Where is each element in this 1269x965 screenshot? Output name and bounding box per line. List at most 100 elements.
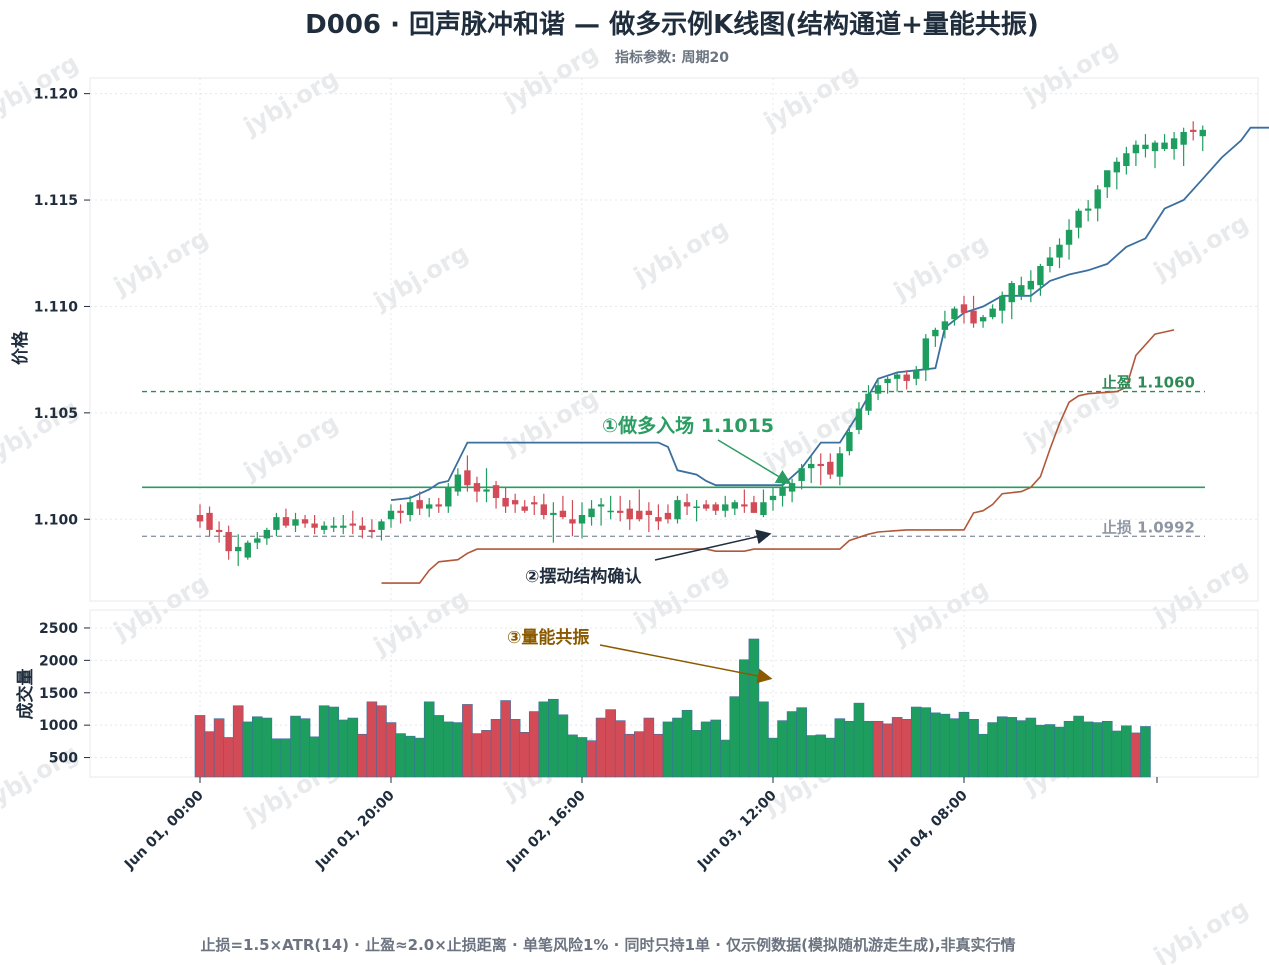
candle (550, 502, 557, 543)
volume-bar (987, 722, 998, 778)
candle-body (712, 504, 719, 511)
candle (645, 502, 653, 533)
candle-body (769, 495, 777, 501)
watermark-text: jybj.org (888, 574, 993, 651)
volume-bar (509, 719, 521, 778)
candle (1180, 127, 1187, 166)
volume-bar (1092, 722, 1103, 778)
x-tick-label: Jun 04, 08:00 (885, 787, 971, 873)
candle (913, 366, 920, 386)
candle-body (1180, 131, 1187, 145)
candle (664, 504, 672, 524)
volume-bar (710, 719, 722, 778)
watermark-text: jybj.org (888, 229, 993, 306)
volume-bar (519, 731, 531, 778)
watermark-text: jybj.org (1148, 894, 1253, 965)
candle-body (932, 329, 939, 337)
candle (1094, 185, 1101, 222)
candle (215, 521, 223, 543)
candle-body (263, 529, 271, 539)
candle-body (349, 523, 356, 526)
candle-body (292, 519, 299, 526)
volume-bar (347, 717, 359, 778)
candle-body (855, 408, 863, 430)
watermark-text: jybj.org (368, 584, 473, 661)
price-y-axis: 1.100 1.105 1.110 1.115 1.120 (34, 87, 90, 528)
volume-bar (681, 709, 693, 778)
volume-bar (404, 735, 416, 778)
candle (731, 500, 738, 516)
candle-body (970, 310, 977, 324)
candle (941, 310, 949, 339)
candle (884, 376, 891, 394)
candle-body (473, 483, 481, 492)
candle (282, 508, 290, 528)
candle (1065, 219, 1073, 260)
volume-bar (805, 735, 817, 778)
candle-body (225, 532, 232, 552)
candle-body (874, 385, 882, 394)
candle-body (741, 504, 748, 507)
candle (836, 446, 844, 486)
volume-bar (1111, 730, 1123, 778)
candle (846, 425, 853, 456)
candle-body (999, 295, 1006, 311)
candle-body (1132, 144, 1140, 154)
candle-body (340, 525, 347, 528)
volume-bar (423, 701, 435, 778)
watermark-text: jybj.org (758, 59, 863, 136)
candle-body (445, 487, 452, 507)
candle (502, 487, 509, 513)
candle-body (597, 504, 605, 507)
candle-body (779, 487, 786, 496)
volume-bar (700, 721, 712, 778)
candle (683, 493, 691, 516)
candle-body (989, 308, 996, 318)
candle-body (1046, 257, 1054, 267)
volume-bar (977, 733, 989, 778)
volume-bar (290, 715, 301, 778)
volume-bar (557, 714, 569, 778)
candle (406, 495, 414, 522)
candle-body (378, 521, 385, 530)
volume-bar (930, 712, 941, 778)
candle-body (607, 510, 614, 513)
watermark-text: jybj.org (1148, 209, 1253, 286)
candle-body (416, 500, 423, 509)
candle (483, 468, 490, 503)
watermark-text: jybj.org (498, 39, 603, 116)
candle (865, 385, 872, 415)
volume-annotation: ③量能共振 (507, 627, 589, 648)
volume-bar (672, 717, 683, 778)
volume-bar (500, 700, 511, 778)
candle-body (464, 470, 471, 486)
candle (492, 480, 500, 509)
candle (559, 495, 567, 520)
candle (702, 500, 710, 511)
volume-bar (414, 737, 425, 778)
candle-body (808, 463, 815, 469)
candle-body (521, 506, 528, 511)
candle (387, 504, 395, 528)
candle-body (254, 538, 261, 543)
candle-body (1104, 170, 1111, 188)
volume-arrow (599, 644, 773, 684)
watermark-text: jybj.org (108, 569, 213, 646)
watermark-layer: jybj.org jybj.org jybj.org jybj.org jybj.org… (0, 34, 1253, 965)
candle-body (406, 502, 414, 516)
candle-body (540, 504, 547, 516)
candle (893, 372, 901, 392)
candle (225, 525, 232, 560)
candle-body (1113, 161, 1120, 173)
candle (722, 495, 729, 518)
volume-bar (920, 707, 932, 778)
volume-bar (901, 719, 913, 778)
volume-bar (242, 721, 254, 778)
candle-body (273, 517, 280, 530)
volume-bar (528, 711, 540, 778)
volume-bar (691, 730, 702, 778)
price-tick-label: 1.105 (34, 406, 78, 422)
footer-note: 止损=1.5×ATR(14) · 止盈≈2.0×止损距离 · 单笔风险1% · … (200, 936, 1015, 954)
candle (808, 455, 815, 484)
candle (989, 304, 996, 320)
